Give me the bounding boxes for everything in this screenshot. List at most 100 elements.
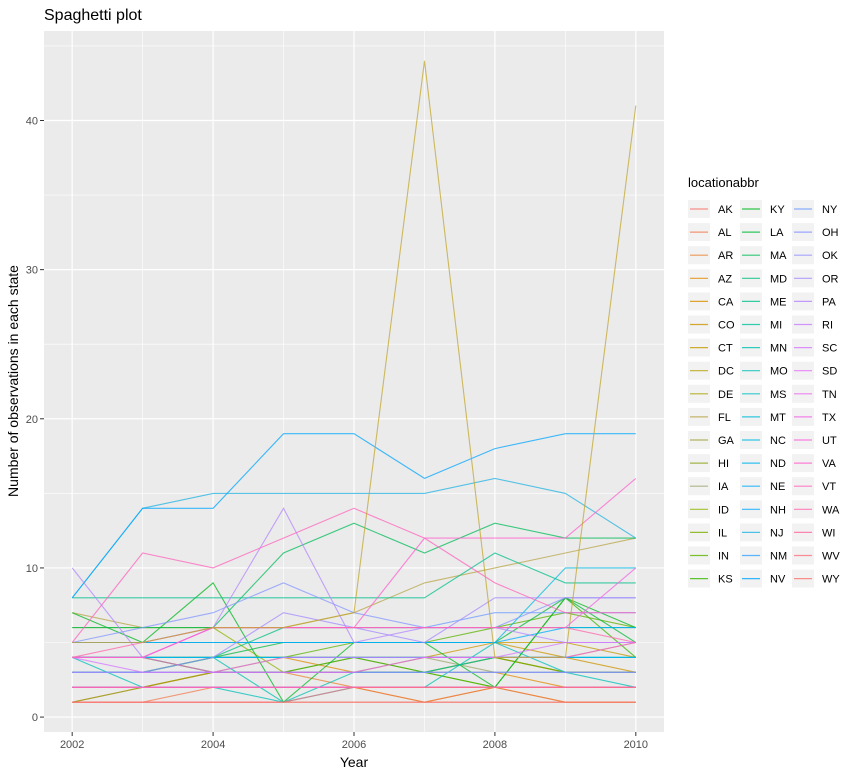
legend-item-nj: NJ xyxy=(740,523,783,542)
legend-label: MN xyxy=(770,343,787,355)
legend-item-nc: NC xyxy=(740,431,786,449)
legend-label: TX xyxy=(822,412,837,424)
legend-item-az: AZ xyxy=(688,269,732,288)
legend-item-in: IN xyxy=(688,546,729,565)
y-axis-title: Number of observations in each state xyxy=(5,265,21,497)
legend-item-dc: DC xyxy=(688,361,734,380)
legend-label: OK xyxy=(822,250,839,262)
legend-item-hi: HI xyxy=(688,454,729,473)
legend-item-ky: KY xyxy=(740,200,785,218)
legend-item-vt: VT xyxy=(792,477,836,496)
legend-label: CA xyxy=(718,296,734,308)
series-line-vt xyxy=(71,507,636,643)
legend-label: AR xyxy=(718,250,733,262)
legend-item-va: VA xyxy=(792,454,837,473)
legend-item-wy: WY xyxy=(792,569,840,588)
legend-label: SC xyxy=(822,343,837,355)
legend-item-ne: NE xyxy=(740,477,785,496)
legend-label: HI xyxy=(718,458,729,470)
legend-label: SD xyxy=(822,366,837,378)
legend-label: OH xyxy=(822,227,839,239)
legend-item-ia: IA xyxy=(688,477,729,496)
legend-label: WY xyxy=(822,574,840,586)
series-layer xyxy=(71,60,637,704)
legend-label: NM xyxy=(770,551,787,563)
legend-label: NC xyxy=(770,435,786,447)
legend-item-al: AL xyxy=(688,223,731,242)
legend-item-ca: CA xyxy=(688,292,734,311)
legend-label: MT xyxy=(770,412,786,424)
series-line-nj xyxy=(71,477,637,599)
legend-label: WI xyxy=(822,527,835,539)
legend-label: CO xyxy=(718,320,735,332)
legend-label: KS xyxy=(718,574,733,586)
axis-layer: 2002 2004 2006 2008 2010 0 10 20 30 40 xyxy=(26,115,648,751)
legend-label: GA xyxy=(718,435,735,447)
x-tick-label: 2006 xyxy=(342,739,366,751)
series-line-ma xyxy=(72,522,636,629)
legend-label: MS xyxy=(770,389,787,401)
legend-item-ar: AR xyxy=(688,246,733,265)
legend-item-nm: NM xyxy=(740,546,787,565)
legend-item-nd: ND xyxy=(740,454,786,473)
legend-item-tn: TN xyxy=(792,384,837,403)
chart-title: Spaghetti plot xyxy=(44,7,142,24)
legend-item-mt: MT xyxy=(740,407,786,426)
legend-label: NE xyxy=(770,481,785,493)
legend-label: ME xyxy=(770,296,787,308)
y-tick-label: 0 xyxy=(32,712,38,724)
legend-label: LA xyxy=(770,227,784,239)
series-line-sc xyxy=(72,641,636,673)
legend-label: DE xyxy=(718,389,733,401)
legend-item-tx: TX xyxy=(792,407,837,426)
x-tick-label: 2002 xyxy=(60,739,84,751)
legend-item-de: DE xyxy=(688,384,733,403)
legend-label: IL xyxy=(718,527,727,539)
legend-item-mo: MO xyxy=(740,361,788,380)
x-axis-title: Year xyxy=(340,754,369,770)
legend-item-oh: OH xyxy=(792,223,839,242)
series-line-unlabeled xyxy=(72,60,637,658)
legend-label: DC xyxy=(718,366,734,378)
legend-item-me: ME xyxy=(740,292,787,311)
legend-item-wv: WV xyxy=(792,546,840,565)
legend-item-ut: UT xyxy=(792,431,837,449)
legend-label: WV xyxy=(822,551,840,563)
legend-item-la: LA xyxy=(740,223,784,242)
legend-item-il: IL xyxy=(688,523,727,542)
legend-item-ok: OK xyxy=(792,246,839,265)
legend-item-ct: CT xyxy=(688,338,733,357)
legend-item-nv: NV xyxy=(740,569,786,588)
legend-label: IA xyxy=(718,481,729,493)
legend-item-co: CO xyxy=(688,315,735,334)
legend-item-ga: GA xyxy=(688,431,735,449)
legend-item-or: OR xyxy=(792,269,839,288)
legend-label: AZ xyxy=(718,273,732,285)
legend-item-pa: PA xyxy=(792,292,837,311)
legend-label: NJ xyxy=(770,527,783,539)
legend-label: MA xyxy=(770,250,787,262)
x-tick-label: 2010 xyxy=(624,739,648,751)
legend-item-md: MD xyxy=(740,269,787,288)
legend-item-nh: NH xyxy=(740,500,786,519)
legend-item-ms: MS xyxy=(740,384,787,403)
x-tick-label: 2004 xyxy=(201,739,225,751)
legend-item-sc: SC xyxy=(792,338,837,357)
legend-label: NH xyxy=(770,504,786,516)
legend-label: TN xyxy=(822,389,837,401)
legend-item-mn: MN xyxy=(740,338,787,357)
grid-layer xyxy=(44,31,664,732)
legend-label: ND xyxy=(770,458,786,470)
legend-label: IN xyxy=(718,551,729,563)
legend-label: AL xyxy=(718,227,731,239)
legend-title: locationabbr xyxy=(688,175,759,190)
series-line-me xyxy=(72,552,636,599)
legend-item-id: ID xyxy=(688,500,729,519)
legend-item-ny: NY xyxy=(792,200,838,218)
legend-label: ID xyxy=(718,504,729,516)
legend-label: FL xyxy=(718,412,731,424)
legend-label: MI xyxy=(770,320,782,332)
legend-item-sd: SD xyxy=(792,361,837,380)
